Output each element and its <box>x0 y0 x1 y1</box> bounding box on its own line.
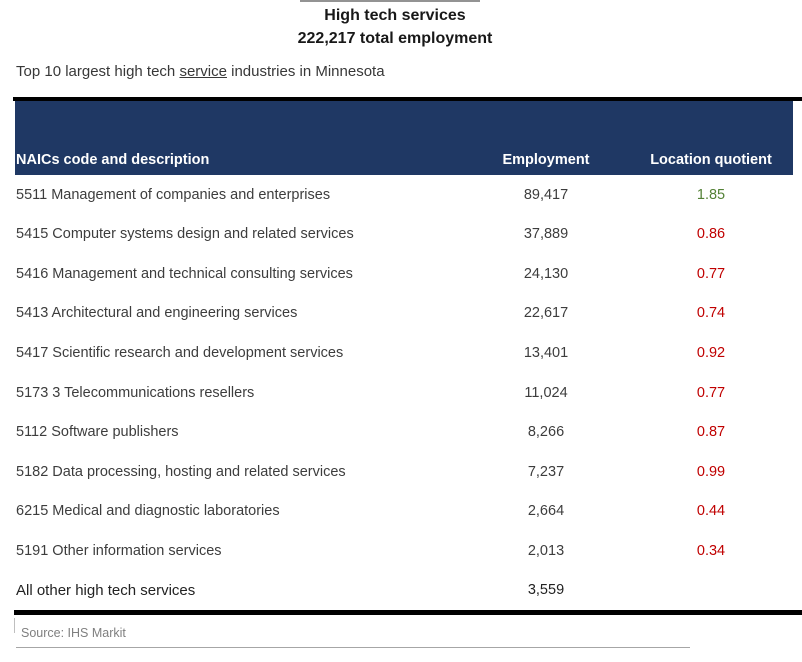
cell-location-quotient: 0.77 <box>696 384 726 401</box>
cell-employment: 2,013 <box>527 542 565 559</box>
cell-location-quotient: 0.34 <box>696 542 726 559</box>
cell-description: 5511 Management of companies and enterpr… <box>16 186 331 203</box>
table-caption: Top 10 largest high tech service industr… <box>16 63 385 80</box>
cell-location-quotient: 0.74 <box>696 305 726 322</box>
cell-employment: 24,130 <box>523 265 569 282</box>
table-top-rule <box>13 97 802 101</box>
table-row: 5112 Software publishers 8,266 0.87 <box>0 412 802 452</box>
table-bottom-rule <box>14 610 802 615</box>
cell-employment: 37,889 <box>523 226 569 243</box>
cell-location-quotient: 0.77 <box>696 265 726 282</box>
cell-employment: 8,266 <box>527 424 565 441</box>
cell-employment: 13,401 <box>523 344 569 361</box>
caption-prefix: Top 10 largest high tech <box>16 63 180 80</box>
source-note: Source: IHS Markit <box>21 626 126 640</box>
table-row: 6215 Medical and diagnostic laboratories… <box>0 491 802 531</box>
caption-underlined-word: service <box>179 63 227 80</box>
cell-location-quotient: 0.99 <box>696 463 726 480</box>
cell-description: 5182 Data processing, hosting and relate… <box>16 463 346 480</box>
table-header-row: NAICs code and description Employment Lo… <box>15 101 793 175</box>
cell-description: 5191 Other information services <box>16 542 222 559</box>
table-footer-row: All other high tech services 3,559 <box>0 570 802 610</box>
cell-description: 5413 Architectural and engineering servi… <box>16 305 298 322</box>
cell-location-quotient: 0.86 <box>696 226 726 243</box>
table-row: 5173 3 Telecommunications resellers 11,0… <box>0 373 802 413</box>
column-header-employment: Employment <box>502 152 590 168</box>
table-row: 5416 Management and technical consulting… <box>0 254 802 294</box>
cell-employment: 22,617 <box>523 305 569 322</box>
cropped-text-artifact <box>300 0 480 2</box>
cell-description: 5112 Software publishers <box>16 424 179 441</box>
cell-location-quotient: 1.85 <box>696 186 726 203</box>
cell-description: All other high tech services <box>16 581 196 599</box>
cell-location-quotient: 0.92 <box>696 344 726 361</box>
figure-bottom-rule <box>16 647 690 648</box>
cell-description: 5416 Management and technical consulting… <box>16 265 353 282</box>
table-row: 5511 Management of companies and enterpr… <box>0 175 802 215</box>
figure-subtitle-total: 222,217 total employment <box>297 30 493 47</box>
table-body: 5511 Management of companies and enterpr… <box>0 175 802 610</box>
cell-description: 5173 3 Telecommunications resellers <box>16 384 255 401</box>
table-row: 5417 Scientific research and development… <box>0 333 802 373</box>
cell-employment: 89,417 <box>523 186 569 203</box>
column-header-description: NAICs code and description <box>16 152 210 168</box>
cell-employment: 7,237 <box>527 463 565 480</box>
cell-description: 5417 Scientific research and development… <box>16 344 344 361</box>
table-row: 5191 Other information services 2,013 0.… <box>0 531 802 571</box>
cell-description: 5415 Computer systems design and related… <box>16 226 354 243</box>
figure-title: High tech services <box>324 7 466 24</box>
cell-employment: 11,024 <box>524 384 568 401</box>
table-row: 5415 Computer systems design and related… <box>0 215 802 255</box>
table-row: 5182 Data processing, hosting and relate… <box>0 452 802 492</box>
cell-location-quotient: 0.87 <box>696 424 726 441</box>
cell-location-quotient: 0.44 <box>696 503 726 520</box>
source-cell-border <box>14 618 15 633</box>
table-row: 5413 Architectural and engineering servi… <box>0 294 802 334</box>
column-header-location-quotient: Location quotient <box>650 152 772 168</box>
caption-suffix: industries in Minnesota <box>226 63 385 80</box>
cell-description: 6215 Medical and diagnostic laboratories <box>16 503 280 520</box>
cell-employment: 3,559 <box>527 582 565 599</box>
cell-employment: 2,664 <box>527 503 565 520</box>
